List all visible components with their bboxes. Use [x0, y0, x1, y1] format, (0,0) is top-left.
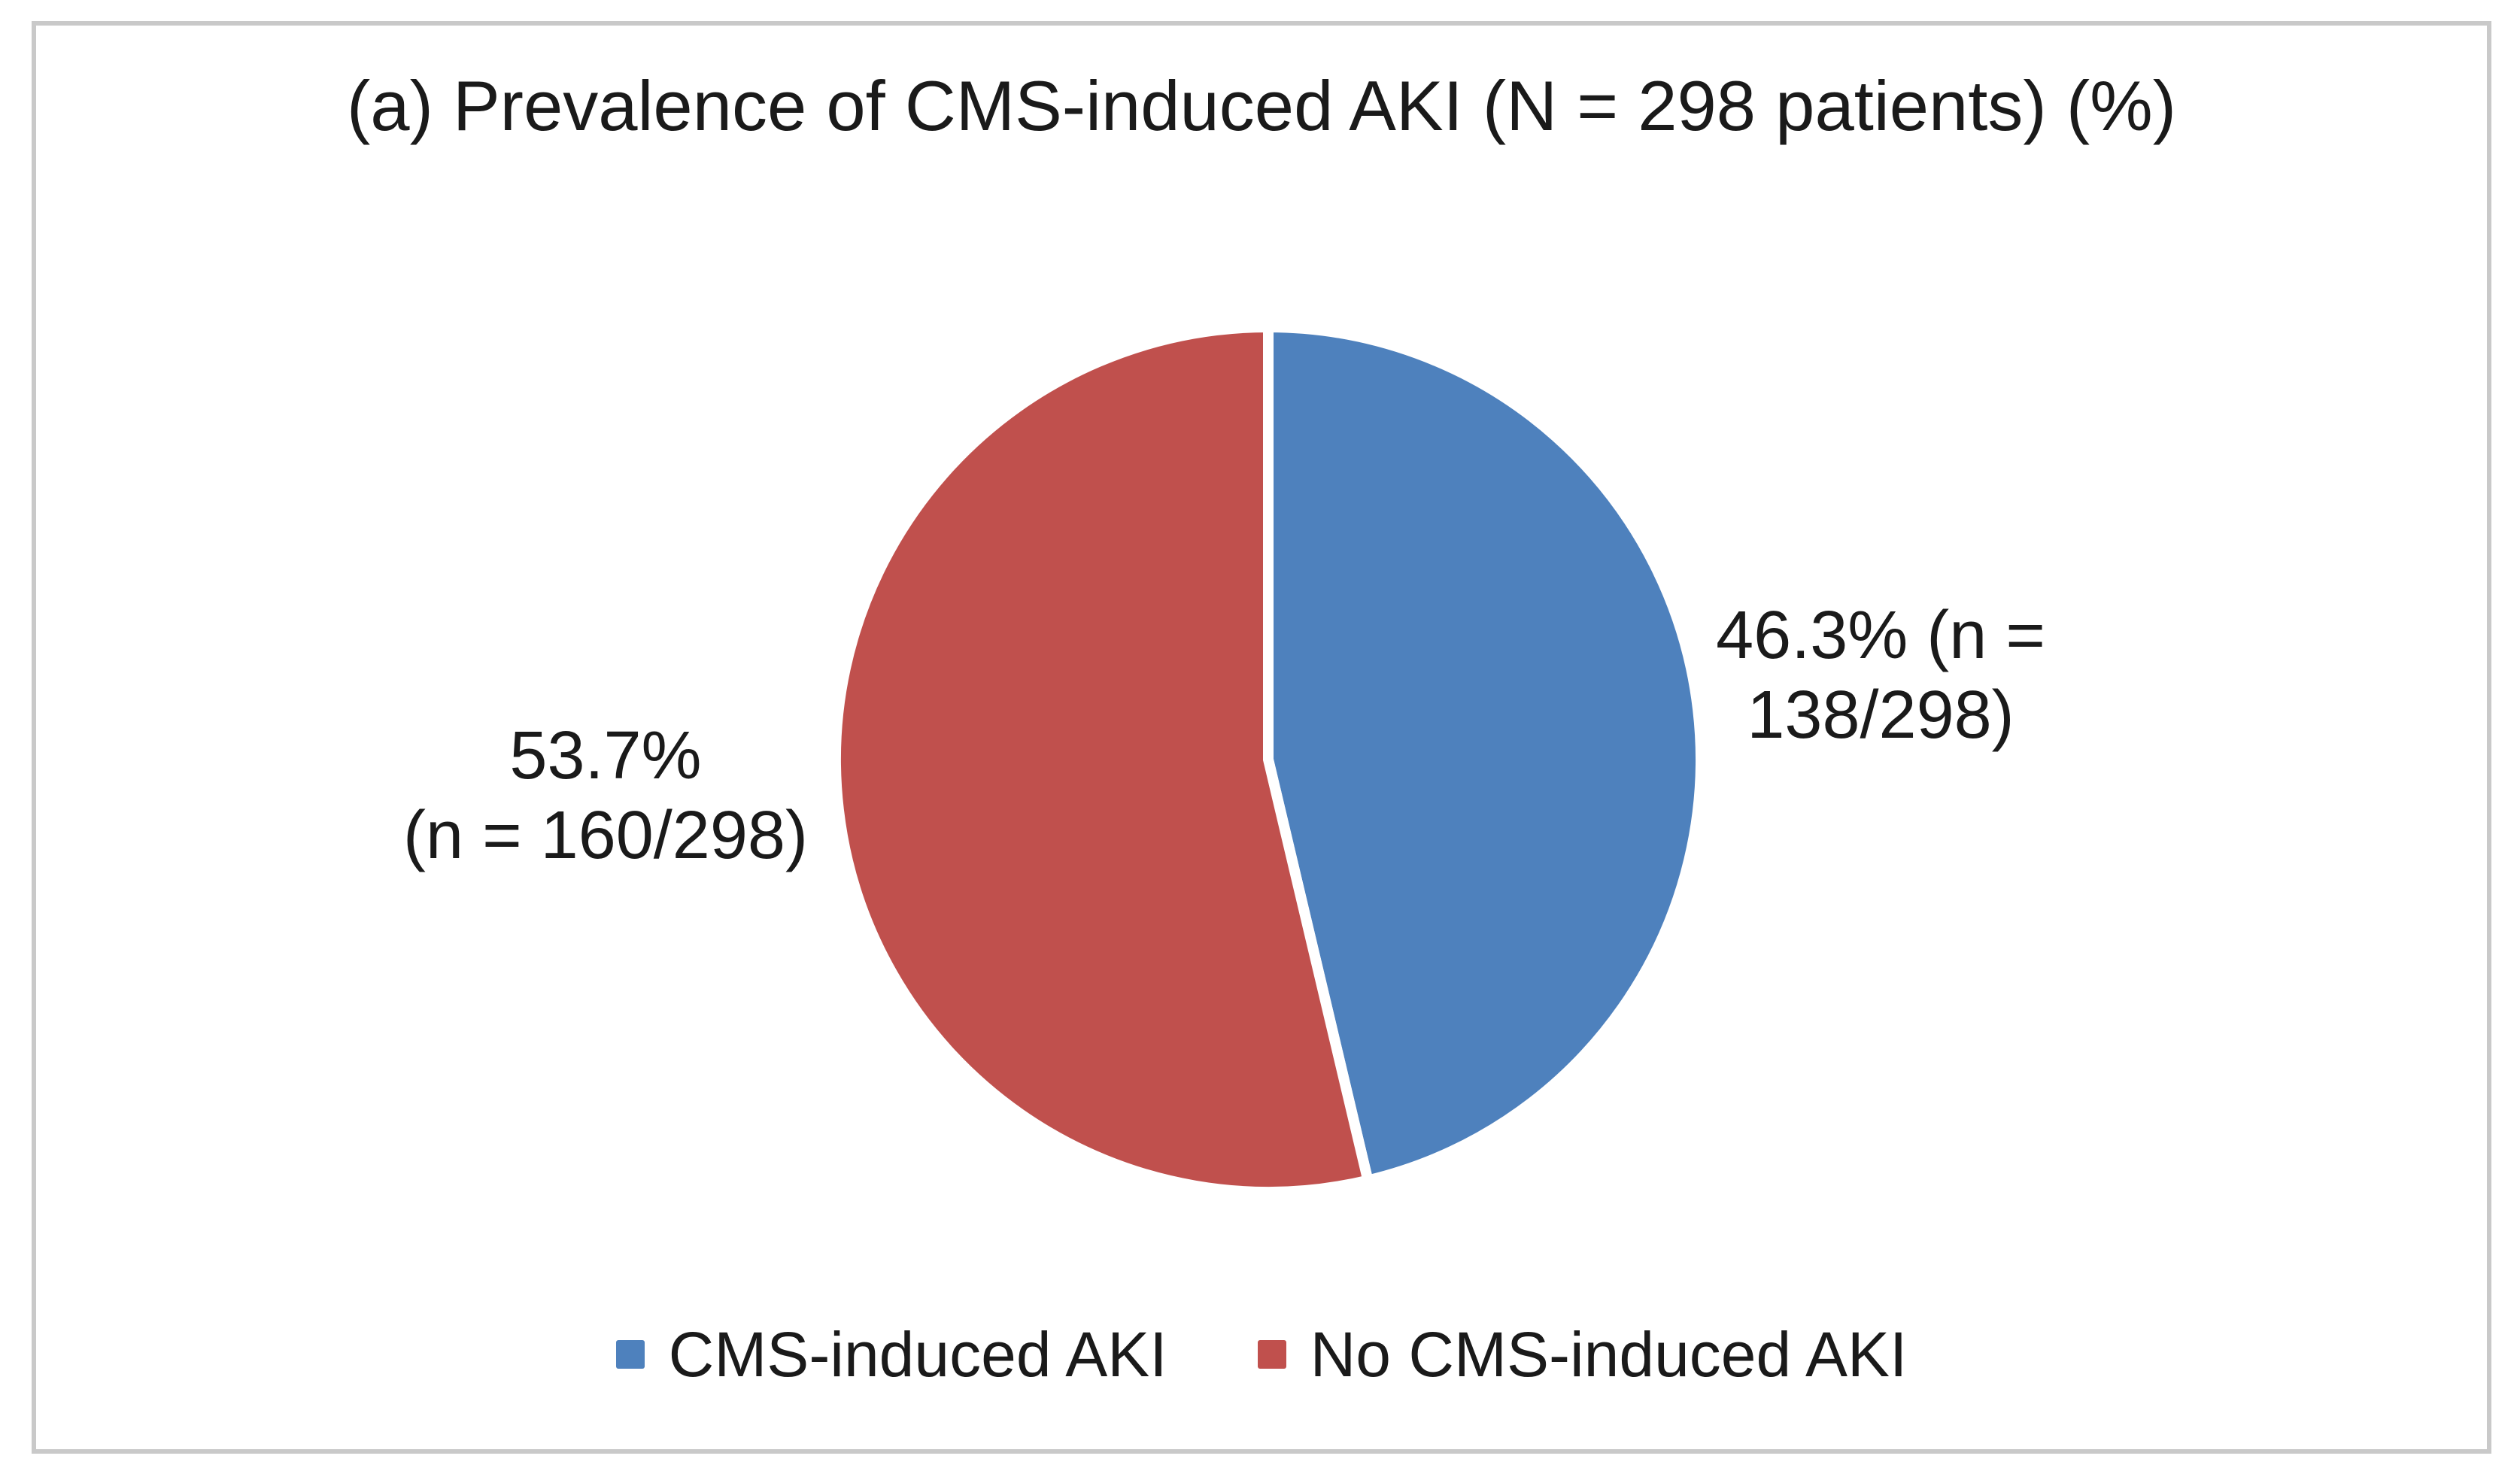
legend-label: CMS-induced AKI	[668, 1319, 1167, 1390]
legend-item-cms-induced-aki: CMS-induced AKI	[615, 1319, 1167, 1390]
pie-chart	[830, 321, 1706, 1197]
legend-label: No CMS-induced AKI	[1310, 1319, 1908, 1390]
chart-title: (a) Prevalence of CMS-induced AKI (N = 2…	[346, 66, 2177, 145]
chart-legend: CMS-induced AKI No CMS-induced AKI	[36, 1320, 2487, 1389]
data-label-no-cms-induced-aki: 53.7% (n = 160/298)	[323, 716, 888, 875]
data-label-line: 138/298)	[1747, 678, 2014, 753]
legend-item-no-cms-induced-aki: No CMS-induced AKI	[1257, 1319, 1908, 1390]
data-label-line: 53.7%	[509, 718, 702, 793]
legend-marker-icon	[1257, 1340, 1286, 1369]
chart-frame: (a) Prevalence of CMS-induced AKI (N = 2…	[32, 21, 2491, 1454]
pie-slice-cms-induced-aki	[1263, 321, 1706, 1187]
data-label-cms-induced-aki: 46.3% (n = 138/298)	[1655, 596, 2106, 755]
data-label-line: (n = 160/298)	[403, 798, 808, 873]
data-label-line: 46.3% (n =	[1716, 598, 2045, 673]
legend-marker-icon	[615, 1340, 645, 1369]
pie-slice-no-cms-induced-aki	[830, 321, 1374, 1197]
